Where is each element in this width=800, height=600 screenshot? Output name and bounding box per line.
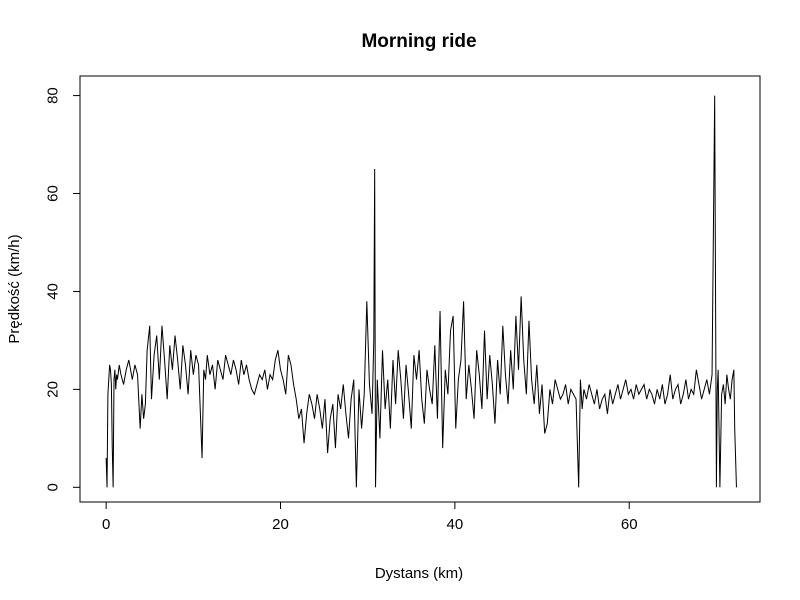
chart-title: Morning ride [361,31,476,52]
series-line [105,95,737,488]
y-tick-label: 20 [44,381,61,398]
y-tick-label: 60 [44,185,61,202]
y-tick-label: 40 [44,283,61,300]
y-tick-label: 0 [44,483,61,491]
x-axis-label: Dystans (km) [375,565,463,582]
y-axis: 0 20 40 60 80 [44,87,81,491]
y-tick-label: 80 [44,87,61,104]
x-axis: 0 20 40 60 [102,501,638,533]
x-tick-label: 60 [621,516,638,533]
y-axis-label: Prędkość (km/h) [6,234,23,343]
plot-area [79,75,761,503]
x-tick-label: 0 [102,516,110,533]
plot-frame [79,75,761,503]
x-tick-label: 40 [447,516,464,533]
x-tick-label: 20 [272,516,289,533]
